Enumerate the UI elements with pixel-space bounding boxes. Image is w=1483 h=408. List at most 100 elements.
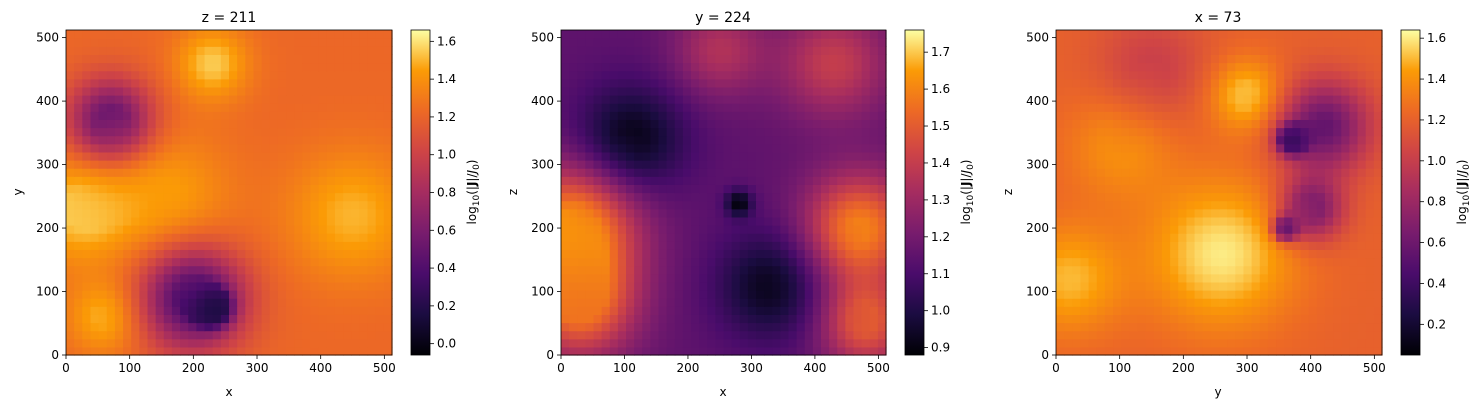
heatmap-cell	[294, 249, 303, 259]
colorbar-tick-label: 1.6	[1427, 31, 1446, 45]
heatmap-cell	[1292, 111, 1302, 120]
heatmap-cell	[877, 119, 887, 129]
heatmap-cell	[796, 241, 806, 250]
heatmap-cell	[1292, 346, 1302, 356]
y-tick-label: 0	[546, 348, 554, 362]
heatmap-cell	[747, 306, 757, 315]
heatmap-cell	[650, 184, 660, 194]
heatmap-cell	[593, 273, 603, 283]
heatmap-cell	[1251, 290, 1261, 299]
heatmap-cell	[1202, 249, 1212, 259]
heatmap-cell	[375, 338, 385, 348]
heatmap-cell	[114, 249, 124, 259]
heatmap-cell	[286, 143, 295, 153]
heatmap-cell	[585, 281, 595, 291]
heatmap-cell	[383, 176, 393, 185]
heatmap-cell	[367, 281, 377, 291]
heatmap-cell	[302, 249, 312, 259]
heatmap-cell	[593, 111, 603, 120]
heatmap-cell	[1113, 127, 1122, 137]
heatmap-cell	[1316, 216, 1326, 226]
heatmap-cell	[1088, 281, 1098, 291]
heatmap-cell	[617, 111, 627, 120]
heatmap-cell	[253, 111, 263, 120]
heatmap-cell	[123, 233, 132, 242]
heatmap-cell	[617, 62, 627, 72]
heatmap-cell	[772, 70, 781, 80]
heatmap-cell	[302, 298, 312, 307]
heatmap-cell	[577, 119, 586, 129]
heatmap-cell	[82, 249, 92, 259]
heatmap-cell	[569, 151, 578, 161]
heatmap-cell	[131, 346, 140, 356]
heatmap-cell	[1072, 119, 1082, 129]
heatmap-cell	[171, 86, 181, 96]
heatmap-cell	[707, 176, 716, 185]
heatmap-cell	[585, 257, 595, 267]
heatmap-cell	[383, 257, 393, 267]
heatmap-cell	[171, 46, 181, 55]
heatmap-cell	[1072, 176, 1082, 185]
heatmap-cell	[723, 233, 733, 242]
heatmap-cell	[1194, 38, 1204, 47]
heatmap-cell	[1341, 38, 1350, 47]
heatmap-cell	[1357, 95, 1367, 104]
heatmap-cell	[229, 322, 238, 332]
heatmap-cell	[1194, 233, 1204, 242]
heatmap-cell	[188, 160, 197, 169]
heatmap-cell	[1072, 281, 1082, 291]
heatmap-cell	[229, 62, 238, 72]
heatmap-cell	[261, 273, 271, 283]
heatmap-cell	[1284, 86, 1293, 96]
heatmap-cell	[114, 233, 124, 242]
heatmap-cell	[310, 216, 320, 226]
heatmap-cell	[1170, 290, 1179, 299]
heatmap-cell	[1219, 322, 1228, 332]
heatmap-cell	[1088, 249, 1098, 259]
heatmap-cell	[212, 160, 222, 169]
heatmap-cell	[869, 241, 879, 250]
heatmap-cell	[1227, 86, 1236, 96]
heatmap-cell	[1373, 208, 1383, 218]
heatmap-cell	[334, 62, 344, 72]
heatmap-cell	[691, 176, 700, 185]
heatmap-cell	[788, 160, 798, 169]
heatmap-cell	[343, 257, 352, 267]
heatmap-cell	[796, 330, 806, 340]
heatmap-cell	[634, 38, 643, 47]
heatmap-cell	[1219, 168, 1228, 177]
heatmap-cell	[1235, 249, 1245, 259]
heatmap-cell	[1373, 233, 1383, 242]
heatmap-cell	[1292, 143, 1302, 153]
heatmap-cell	[383, 151, 393, 161]
heatmap-cell	[1284, 330, 1293, 340]
heatmap-cell	[731, 330, 741, 340]
heatmap-cell	[294, 241, 303, 250]
heatmap-cell	[1243, 143, 1253, 153]
heatmap-cell	[877, 314, 887, 324]
heatmap-cell	[1259, 78, 1269, 88]
heatmap-cell	[1349, 200, 1359, 210]
heatmap-cell	[375, 273, 385, 283]
heatmap-cell	[756, 103, 765, 112]
heatmap-cell	[845, 192, 855, 202]
heatmap-cell	[106, 338, 116, 348]
heatmap-cell	[139, 338, 149, 348]
heatmap-cell	[1267, 168, 1277, 177]
heatmap-cell	[682, 338, 692, 348]
heatmap-cell	[1056, 143, 1065, 153]
heatmap-cell	[367, 119, 377, 129]
heatmap-cell	[1137, 290, 1147, 299]
heatmap-cell	[1170, 46, 1179, 55]
heatmap-cell	[1300, 233, 1310, 242]
heatmap-cell	[747, 38, 757, 47]
heatmap-cell	[1219, 257, 1228, 267]
heatmap-cell	[1137, 54, 1147, 64]
heatmap-cell	[269, 338, 279, 348]
heatmap-cell	[812, 135, 822, 145]
heatmap-cell	[877, 151, 887, 161]
heatmap-cell	[1243, 176, 1253, 185]
heatmap-cell	[756, 290, 765, 299]
heatmap-cell	[334, 241, 344, 250]
heatmap-cell	[707, 95, 716, 104]
